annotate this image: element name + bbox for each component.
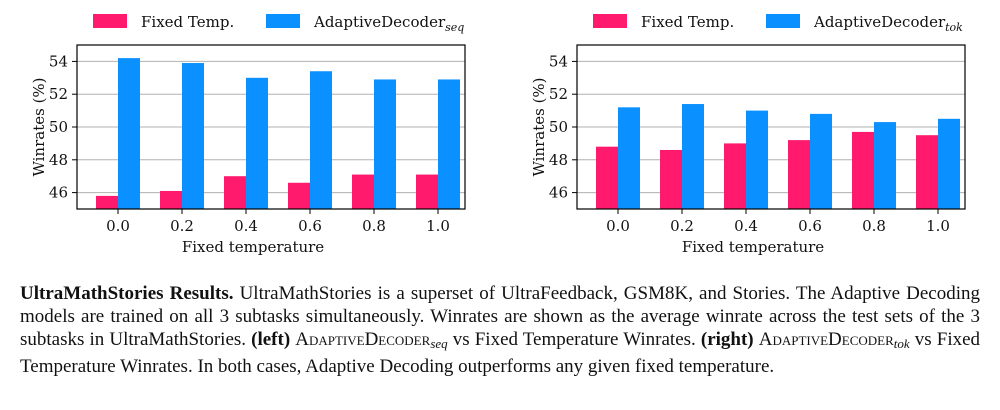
right-ytick-label: 52 [549,85,568,103]
left-ytick-label: 50 [49,118,68,136]
figure-caption: UltraMathStories Results. UltraMathStori… [20,282,980,378]
right-bar-adaptive [618,107,640,209]
right-legend-label-adaptive: AdaptiveDecodertok [813,13,963,34]
left-xtick-label: 0.2 [170,217,194,235]
caption-left-label: (left) [251,329,291,350]
left-bar-fixed [416,174,438,209]
right-bar-adaptive [746,110,768,209]
caption-decoder-name-right: AdaptiveDecoder [758,329,894,350]
left-ytick-label: 48 [49,151,68,169]
left-ytick-label: 54 [49,52,68,70]
left-legend-swatch-fixed [93,14,127,28]
right-xtick-label: 1.0 [926,217,950,235]
left-bar-adaptive [310,71,332,210]
right-legend-swatch-fixed [593,14,627,28]
left-bar-fixed [224,176,246,209]
caption-sentence-3: vs Fixed Temperature Winrates. In both c… [20,329,981,377]
caption-subscript-tok: tok [893,336,910,351]
right-bar-adaptive [810,113,832,209]
right-ytick-label: 46 [549,184,568,202]
right-bar-fixed [788,140,810,209]
right-bar-fixed [724,143,746,209]
right-y-axis-label: Winrates (%) [530,77,548,176]
left-xtick-label: 0.4 [234,217,258,235]
caption-right-label: (right) [700,329,754,350]
right-bar-adaptive [938,118,960,209]
left-bar-adaptive [438,79,460,209]
left-legend-label-fixed: Fixed Temp. [141,13,234,31]
right-legend-label-fixed: Fixed Temp. [641,13,734,31]
left-legend-subscript: seq [445,21,464,34]
left-bar-adaptive [182,63,204,209]
left-xtick-label: 0.0 [106,217,130,235]
caption-subscript-seq: seq [430,336,448,351]
left-ytick-label: 46 [49,184,68,202]
left-bar-adaptive [374,79,396,209]
chart-right: 46 48 50 52 54 0.0 0.2 0.4 0.6 0.8 1.0 Fixed temper… [500,0,1000,262]
right-legend-swatch-adaptive [766,14,800,28]
left-xtick-label: 1.0 [426,217,450,235]
left-legend-label-adaptive: AdaptiveDecoderseq [313,13,464,34]
right-x-axis-label: Fixed temperature [682,238,824,256]
left-x-axis-label: Fixed temperature [182,238,324,256]
right-ytick-label: 48 [549,151,568,169]
right-xtick-label: 0.2 [670,217,694,235]
left-bar-adaptive [118,58,140,210]
caption-decoder-name-left: AdaptiveDecoder [295,329,431,350]
chart-left: 46 48 50 52 54 0.0 0.2 0.4 0.6 0.8 1.0 Fixed temper… [0,0,500,262]
right-bar-adaptive [874,122,896,209]
right-ytick-label: 54 [549,52,568,70]
right-xtick-label: 0.0 [606,217,630,235]
left-xtick-label: 0.8 [362,217,386,235]
left-ytick-label: 52 [49,85,68,103]
left-axes-frame [76,44,466,210]
right-bar-fixed [596,146,618,209]
caption-sentence-1: UltraMathStories is a superset of UltraF… [20,283,981,350]
left-bar-fixed [160,190,182,209]
right-bar-fixed [916,135,938,209]
right-xtick-label: 0.8 [862,217,886,235]
left-xtick-label: 0.6 [298,217,322,235]
caption-sentence-2: vs Fixed Temperature Winrates. [452,329,696,350]
right-xtick-label: 0.4 [734,217,758,235]
chart-right-svg: 46 48 50 52 54 0.0 0.2 0.4 0.6 0.8 1.0 Fixed temper… [530,13,966,256]
right-bar-fixed [852,131,874,209]
right-bar-fixed [660,149,682,209]
left-bar-fixed [352,174,374,209]
right-ytick-label: 50 [549,118,568,136]
caption-title: UltraMathStories Results. [20,283,234,304]
left-legend-swatch-adaptive [266,14,300,28]
right-xtick-label: 0.6 [798,217,822,235]
right-bar-adaptive [682,104,704,209]
left-y-axis-label: Winrates (%) [30,77,48,176]
left-bar-fixed [96,195,118,209]
left-bar-adaptive [246,77,268,209]
right-axes-frame [576,44,966,210]
right-legend-subscript: tok [945,21,963,34]
chart-left-svg: 46 48 50 52 54 0.0 0.2 0.4 0.6 0.8 1.0 Fixed temper… [30,13,466,256]
left-bar-fixed [288,182,310,209]
